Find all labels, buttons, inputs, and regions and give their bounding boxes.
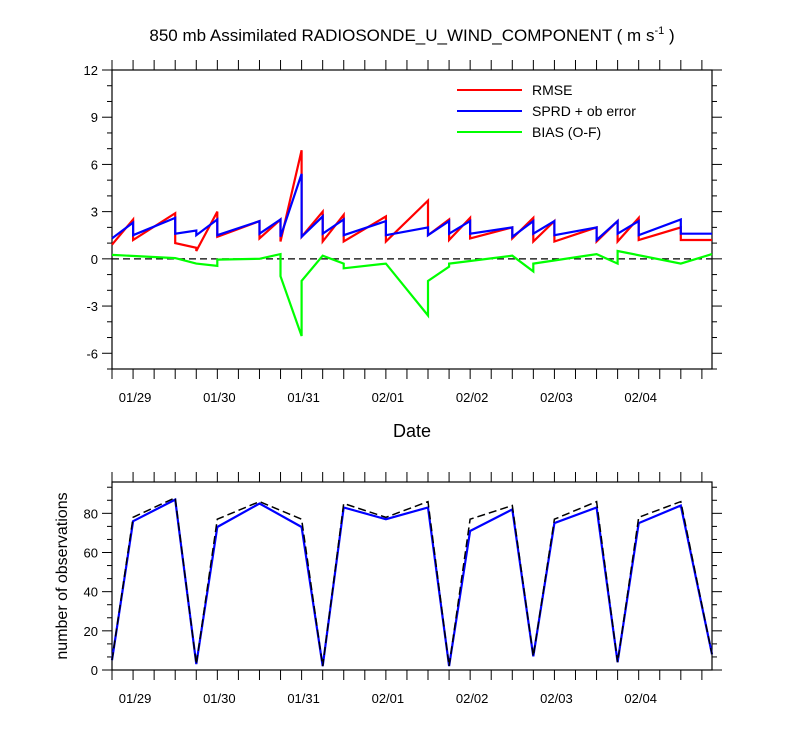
top-panel: -6 -3 0 3 6 9 12 01/29 01/30 01/31 02/01 02/02 02/03… <box>84 60 722 405</box>
chart-title-main: 850 mb Assimilated RADIOSONDE_U_WIND_COM… <box>149 26 654 45</box>
bottom-x-tick-label: 01/31 <box>287 691 320 706</box>
bottom-y-tick-label: 80 <box>84 506 98 521</box>
top-x-tick-label: 02/03 <box>540 390 573 405</box>
top-x-tick-label: 01/30 <box>203 390 236 405</box>
top-series-rmse <box>111 150 712 252</box>
top-y-tick-label: -6 <box>86 346 98 361</box>
top-series-bias-o-f- <box>111 249 713 337</box>
top-y-tick-label: -3 <box>86 299 98 314</box>
top-x-tick-label: 01/31 <box>287 390 320 405</box>
top-y-tick-label: 9 <box>91 110 98 125</box>
top-y-tick-label: 12 <box>84 63 98 78</box>
top-plot-frame <box>111 69 713 370</box>
chart-title-suffix: ) <box>664 26 674 45</box>
top-x-tick-label: 02/04 <box>624 390 657 405</box>
chart-title: 850 mb Assimilated RADIOSONDE_U_WIND_COM… <box>149 25 674 45</box>
top-legend-label: RMSE <box>532 82 572 98</box>
bottom-y-axis-label: number of observations <box>54 492 71 659</box>
bottom-y-tick-label: 40 <box>84 585 98 600</box>
bottom-x-tick-label: 02/04 <box>624 691 657 706</box>
bottom-panel: 0 20 40 60 80 01/29 01/30 01/31 02/01 02/02 02/03 0… <box>84 472 722 706</box>
bottom-x-tick-label: 02/03 <box>540 691 573 706</box>
top-y-tick-label: 0 <box>91 252 98 267</box>
bottom-plot-frame <box>111 481 713 671</box>
bottom-y-tick-label: 0 <box>91 663 98 678</box>
top-y-tick-label: 3 <box>91 205 98 220</box>
top-legend-label: SPRD + ob error <box>532 103 636 119</box>
top-series-sprd-ob-error <box>111 173 712 243</box>
bottom-x-tick-label: 01/30 <box>203 691 236 706</box>
bottom-series-assimilated <box>110 497 714 667</box>
top-y-tick-label: 6 <box>91 157 98 172</box>
top-legend-label: BIAS (O-F) <box>532 124 601 140</box>
bottom-series-possible <box>111 496 713 667</box>
bottom-x-tick-label: 02/02 <box>456 691 489 706</box>
bottom-x-tick-label: 01/29 <box>119 691 152 706</box>
bottom-y-tick-label: 20 <box>84 624 98 639</box>
bottom-y-tick-label: 60 <box>84 546 98 561</box>
top-x-tick-label: 02/02 <box>456 390 489 405</box>
top-x-axis-label: Date <box>393 421 431 441</box>
top-x-tick-label: 02/01 <box>372 390 405 405</box>
top-x-tick-label: 01/29 <box>119 390 152 405</box>
bottom-x-tick-label: 02/01 <box>372 691 405 706</box>
chart-title-superscript: -1 <box>654 25 664 37</box>
